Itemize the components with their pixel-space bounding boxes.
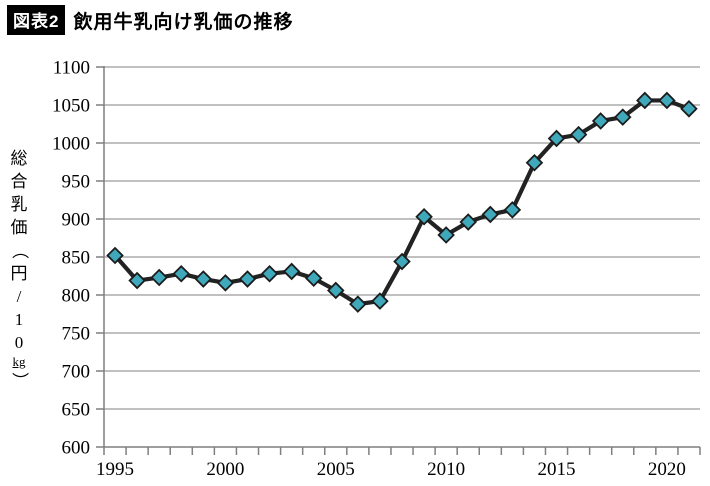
y-axis-title-char: 合: [10, 172, 28, 191]
data-point-marker: [569, 125, 588, 144]
y-tick-label: 700: [62, 362, 91, 383]
y-axis-title: 総合乳価（円/1 0 kg）: [6, 147, 32, 392]
y-tick-label: 1000: [52, 134, 90, 155]
data-point-marker: [459, 213, 477, 231]
data-point-marker: [327, 281, 345, 300]
data-point-marker: [238, 270, 257, 288]
x-tick-label: 2010: [427, 459, 465, 480]
data-point-marker: [150, 268, 168, 287]
y-tick-label: 900: [62, 210, 91, 231]
data-point-marker: [371, 292, 389, 310]
data-point-marker: [636, 91, 654, 110]
y-axis-title-char: kg: [12, 354, 26, 369]
data-point-marker: [393, 252, 411, 271]
y-axis-title-char: 0: [14, 333, 24, 352]
data-point-marker: [547, 129, 566, 148]
data-point-marker: [481, 205, 500, 224]
figure-header: 図表2 飲用牛乳向け乳価の推移: [7, 5, 293, 35]
data-point-marker: [349, 295, 367, 313]
x-tick-label: 2020: [648, 459, 686, 480]
y-tick-label: 1100: [53, 58, 90, 79]
data-point-marker: [613, 108, 632, 126]
data-point-marker: [415, 207, 433, 226]
x-tick-label: 2005: [317, 459, 355, 480]
data-point-marker: [172, 264, 191, 283]
data-point-marker: [106, 246, 124, 265]
y-tick-label: 950: [62, 172, 91, 193]
data-point-marker: [658, 91, 676, 110]
figure-badge: 図表2: [7, 5, 66, 35]
data-point-marker: [194, 270, 213, 288]
y-axis-title-char: 円: [10, 264, 28, 283]
figure-title: 飲用牛乳向け乳価の推移: [73, 11, 294, 33]
x-tick-label: 2015: [538, 459, 576, 480]
y-axis-title-char: 乳: [10, 195, 28, 214]
y-tick-label: 650: [62, 400, 91, 421]
y-tick-label: 850: [62, 248, 91, 269]
data-point-marker: [260, 264, 279, 283]
y-axis-title-char: /: [16, 287, 22, 306]
data-point-marker: [591, 112, 610, 130]
data-point-marker: [216, 274, 235, 292]
data-point-marker: [304, 269, 323, 288]
y-tick-label: 800: [62, 286, 91, 307]
y-axis-title-char: 総: [10, 149, 28, 168]
data-point-marker: [680, 100, 698, 118]
x-tick-label: 1995: [96, 459, 134, 480]
y-tick-label: 1050: [52, 96, 90, 117]
y-tick-label: 750: [62, 324, 91, 345]
data-point-marker: [282, 262, 301, 281]
data-point-marker: [128, 271, 146, 290]
y-axis-title-char: 価: [10, 218, 28, 237]
data-point-marker: [437, 226, 455, 244]
y-axis-title-char: 1: [14, 310, 24, 329]
data-point-marker: [525, 153, 544, 172]
y-tick-label: 600: [62, 438, 91, 459]
data-point-marker: [503, 201, 522, 219]
x-tick-label: 2000: [206, 459, 244, 480]
